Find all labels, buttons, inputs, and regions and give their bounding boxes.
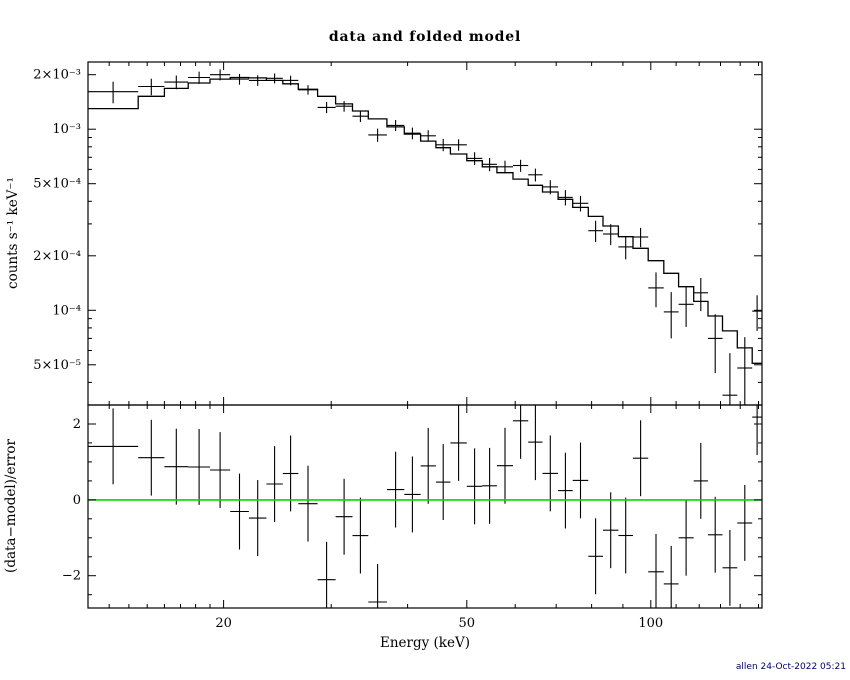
x-tick-label: 100 xyxy=(638,616,663,631)
plot-generated-content: 20 50 1002×10⁻³10⁻³5×10⁻⁴2×10⁻⁴10⁻⁴5×10⁻⁵2… xyxy=(33,61,763,631)
y1-tick-label: 2×10⁻³ xyxy=(33,68,81,83)
y1-tick-label: 5×10⁻⁵ xyxy=(33,358,81,373)
bottom-panel-frame xyxy=(87,404,763,609)
y1-tick-label: 5×10⁻⁴ xyxy=(33,177,81,192)
tick-labels: 20 50 1002×10⁻³10⁻³5×10⁻⁴2×10⁻⁴10⁻⁴5×10⁻⁵2… xyxy=(33,68,663,631)
model-histogram xyxy=(88,76,762,364)
x-tick-label: 50 xyxy=(459,616,476,631)
y2-tick-label: 2 xyxy=(73,417,81,432)
axis-ticks xyxy=(88,62,762,608)
y1-tick-label: 2×10⁻⁴ xyxy=(33,249,81,264)
residual-errorbars xyxy=(88,405,762,608)
plot-title: data and folded model xyxy=(329,29,521,45)
top-panel-frame xyxy=(87,61,763,406)
y1-axis-label: counts s⁻¹ keV⁻¹ xyxy=(5,177,21,289)
y2-tick-label: −2 xyxy=(62,569,81,584)
y2-tick-label: 0 xyxy=(73,493,81,508)
x-tick-label: 20 xyxy=(215,616,232,631)
timestamp: allen 24-Oct-2022 05:21 xyxy=(736,662,846,672)
x-axis-label: Energy (keV) xyxy=(380,635,470,651)
y1-tick-label: 10⁻⁴ xyxy=(52,303,81,318)
y1-tick-label: 10⁻³ xyxy=(52,122,81,137)
y2-axis-label: (data−model)/error xyxy=(3,439,19,573)
data-errorbars xyxy=(88,69,762,405)
